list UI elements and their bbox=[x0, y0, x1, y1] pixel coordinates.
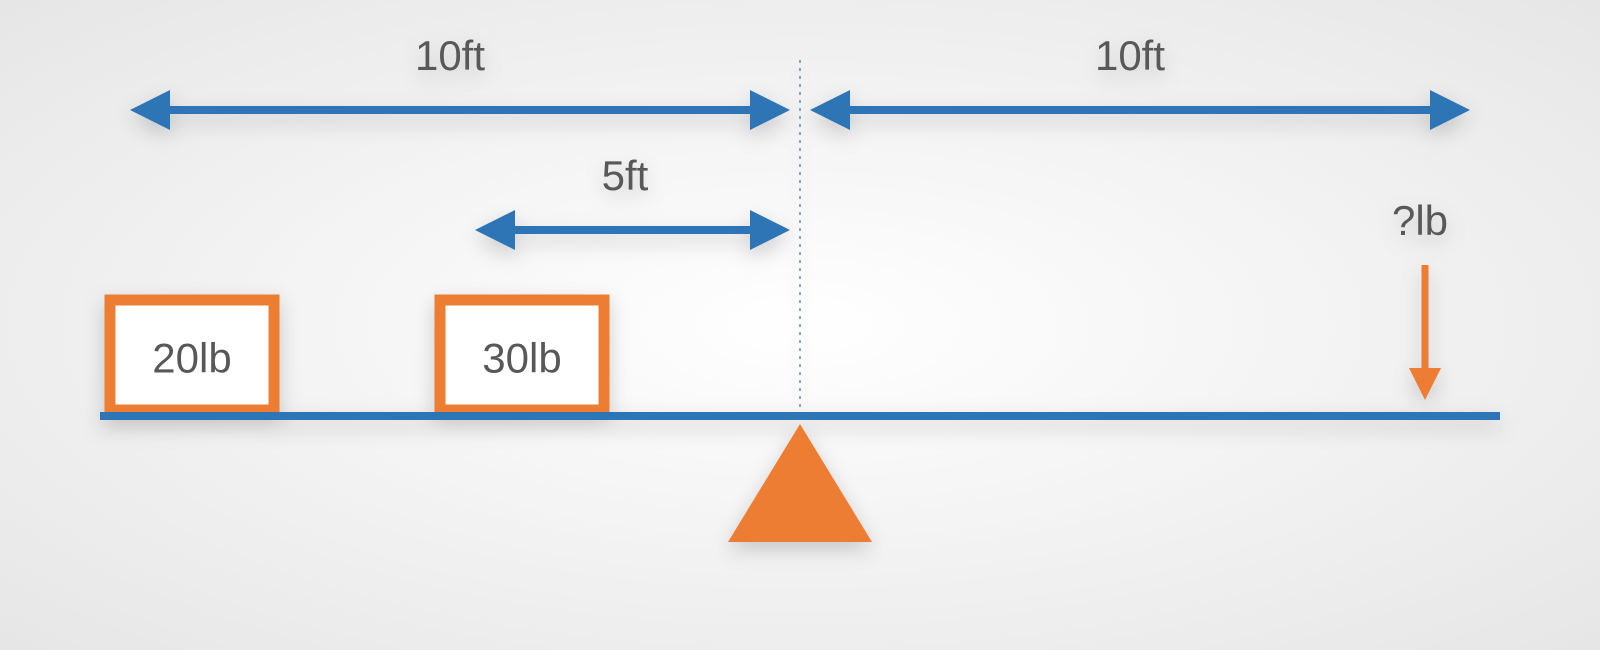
dimension-left-10ft-label: 10ft bbox=[415, 32, 485, 79]
weight-box-30lb: 30lb bbox=[440, 300, 604, 410]
weight-box-20lb: 20lb bbox=[110, 300, 274, 410]
dimension-right-10ft: 10ft bbox=[810, 32, 1470, 130]
dimension-left-5ft-label: 5ft bbox=[602, 152, 649, 199]
dimension-left-10ft: 10ft bbox=[130, 32, 790, 130]
dimension-right-10ft-label: 10ft bbox=[1095, 32, 1165, 79]
weight-box-30lb-label: 30lb bbox=[482, 335, 561, 382]
lever-diagram: 10ft 10ft 5ft 20lb 30lb ?lb bbox=[0, 0, 1600, 650]
weight-box-20lb-label: 20lb bbox=[152, 335, 231, 382]
dimension-left-5ft: 5ft bbox=[475, 152, 790, 250]
unknown-force: ?lb bbox=[1392, 197, 1448, 400]
unknown-force-label: ?lb bbox=[1392, 197, 1448, 244]
fulcrum-triangle bbox=[728, 424, 872, 542]
